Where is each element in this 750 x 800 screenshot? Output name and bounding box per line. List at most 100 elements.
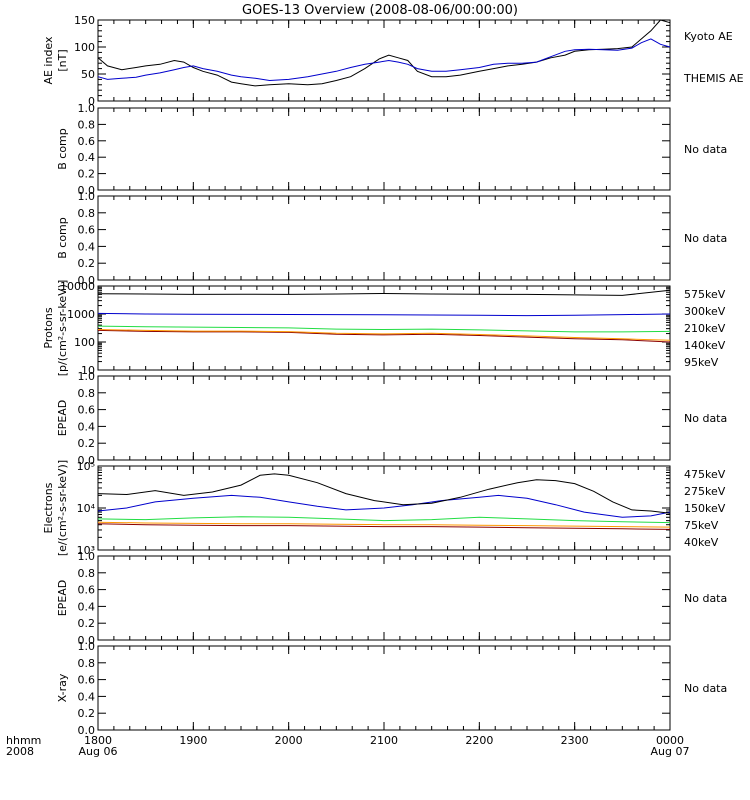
ytick-label-bcomp2: 0.2: [78, 257, 96, 270]
time-axis-left-label: 2008: [6, 745, 34, 758]
xtick-label: 2200: [465, 734, 493, 747]
panel-frame-xray: [97, 645, 671, 731]
ytick-label-epead2: 0.0: [78, 634, 96, 647]
panel-frame-epead2: [97, 555, 671, 641]
series-line-electrons-75kev: [97, 494, 671, 518]
series-line-electrons-40kev: [97, 473, 671, 514]
ytick-label-protons: 10: [81, 364, 95, 377]
ytick-label-ae: 0: [88, 95, 95, 108]
panel-ae: 0 50 100 150 AE index [nT] Kyoto AE THEMIS AE: [42, 14, 744, 108]
ylabel-bcomp1: B comp: [56, 128, 69, 170]
panel-frame-ae: [97, 19, 671, 102]
no-data-label-bcomp1: No data: [684, 143, 727, 156]
ytick-label-bcomp1: 0.4: [78, 151, 96, 164]
panel-frame-bcomp2: [97, 195, 671, 281]
series-line-electrons-475kev: [97, 523, 671, 530]
legend-protons-4: 95keV: [684, 356, 719, 369]
legend-ae-0: Kyoto AE: [684, 30, 733, 43]
time-axis: 1800 1900 2000 2100 2200 2300 0000 Aug 06 Aug 07…: [6, 734, 689, 758]
legend-protons-0: 575keV: [684, 288, 726, 301]
ytick-label-bcomp2: 0.6: [78, 224, 96, 237]
ytick-label-epead1: 0.0: [78, 454, 96, 467]
ytick-label-electrons: 10³: [77, 544, 95, 557]
legend-electrons-2: 150keV: [684, 502, 726, 515]
ylabel-protons: Protons: [42, 307, 55, 348]
ytick-label-electrons: 10⁵: [77, 460, 95, 473]
series-line-ae-themis-ae: [97, 38, 671, 82]
series-line-protons-575kev: [97, 329, 671, 343]
ytick-label-bcomp2: 1.0: [78, 190, 96, 203]
ytick-label-epead1: 0.8: [78, 387, 96, 400]
panel-frame-bcomp1: [97, 107, 671, 191]
no-data-label-bcomp2: No data: [684, 232, 727, 245]
xtick-label: 2000: [275, 734, 303, 747]
legend-electrons-0: 475keV: [684, 468, 726, 481]
no-data-label-epead2: No data: [684, 592, 727, 605]
ylabel-electrons: [e/(cm²-s-sr-keV)]: [56, 460, 69, 556]
ylabel-epead2: EPEAD: [56, 580, 69, 617]
xtick-label: 1900: [179, 734, 207, 747]
ytick-label-ae: 100: [74, 41, 95, 54]
ytick-label-epead2: 0.4: [78, 600, 96, 613]
ytick-label-bcomp1: 0.6: [78, 135, 96, 148]
xtick-label: 2300: [561, 734, 589, 747]
ytick-label-bcomp2: 0.8: [78, 207, 96, 220]
ytick-label-epead2: 1.0: [78, 550, 96, 563]
ylabel-ae: AE index: [42, 36, 55, 85]
ylabel-ae: [nT]: [56, 49, 69, 71]
ytick-label-xray: 0.8: [78, 657, 96, 670]
panels: 0 50 100 150 AE index [nT] Kyoto AE THEMIS AE 0.…: [42, 14, 744, 737]
ytick-label-bcomp2: 0.4: [78, 240, 96, 253]
ytick-label-electrons: 10⁴: [77, 502, 96, 515]
ylabel-bcomp2: B comp: [56, 217, 69, 259]
ytick-label-bcomp2: 0.0: [78, 274, 96, 287]
ytick-label-xray: 1.0: [78, 640, 96, 653]
ytick-label-epead2: 0.8: [78, 567, 96, 580]
series-line-protons-210kev: [97, 325, 671, 333]
time-axis-left-label: hhmm: [6, 734, 41, 747]
xtick-label: 2100: [370, 734, 398, 747]
no-data-label-epead1: No data: [684, 412, 727, 425]
legend-electrons-1: 275keV: [684, 485, 726, 498]
ytick-label-xray: 0.0: [78, 724, 96, 737]
ytick-label-xray: 0.4: [78, 690, 96, 703]
panel-frame-epead1: [97, 375, 671, 461]
ytick-label-epead1: 1.0: [78, 370, 96, 383]
ytick-label-xray: 0.6: [78, 674, 96, 687]
series-line-protons-300kev: [97, 329, 671, 341]
ytick-label-epead1: 0.2: [78, 437, 96, 450]
panel-bcomp1: 0.0 0.2 0.4 0.6 0.8 1.0 B comp No data: [56, 102, 727, 197]
figure-title: GOES-13 Overview (2008-08-06/00:00:00): [242, 3, 518, 18]
ytick-label-protons: 10000: [60, 280, 95, 293]
ytick-label-epead2: 0.6: [78, 584, 96, 597]
ytick-label-bcomp1: 1.0: [78, 102, 96, 115]
legend-protons-3: 140keV: [684, 339, 726, 352]
panel-bcomp2: 0.0 0.2 0.4 0.6 0.8 1.0 B comp No data: [56, 190, 727, 287]
legend-electrons-4: 40keV: [684, 536, 719, 549]
ytick-label-bcomp1: 0.0: [78, 184, 96, 197]
xtick-label: 0000: [656, 734, 684, 747]
legend-protons-2: 210keV: [684, 322, 726, 335]
ytick-label-xray: 0.2: [78, 707, 96, 720]
ylabel-epead1: EPEAD: [56, 400, 69, 437]
xtick-label: 1800: [84, 734, 112, 747]
panel-electrons: 10³ 10⁴ 10⁵ Electrons [e/(cm²-s-sr-keV)] 475k…: [42, 460, 726, 557]
legend-electrons-3: 75keV: [684, 519, 719, 532]
ytick-label-epead1: 0.6: [78, 404, 96, 417]
ytick-label-epead1: 0.4: [78, 420, 96, 433]
panel-xray: 0.0 0.2 0.4 0.6 0.8 1.0 X-ray No data: [56, 640, 727, 737]
ytick-label-ae: 50: [81, 68, 95, 81]
ytick-label-bcomp1: 0.8: [78, 118, 96, 131]
panel-epead1: 0.0 0.2 0.4 0.6 0.8 1.0 EPEAD No data: [56, 370, 727, 467]
ylabel-xray: X-ray: [56, 673, 69, 702]
ytick-label-ae: 150: [74, 14, 95, 27]
ytick-label-protons: 100: [74, 336, 95, 349]
legend-protons-1: 300keV: [684, 305, 726, 318]
day-label: Aug 07: [651, 745, 690, 758]
no-data-label-xray: No data: [684, 682, 727, 695]
series-line-ae-kyoto-ae: [97, 19, 671, 87]
series-line-protons-140kev: [97, 312, 671, 317]
ytick-label-protons: 1000: [67, 308, 95, 321]
ylabel-electrons: Electrons: [42, 482, 55, 533]
